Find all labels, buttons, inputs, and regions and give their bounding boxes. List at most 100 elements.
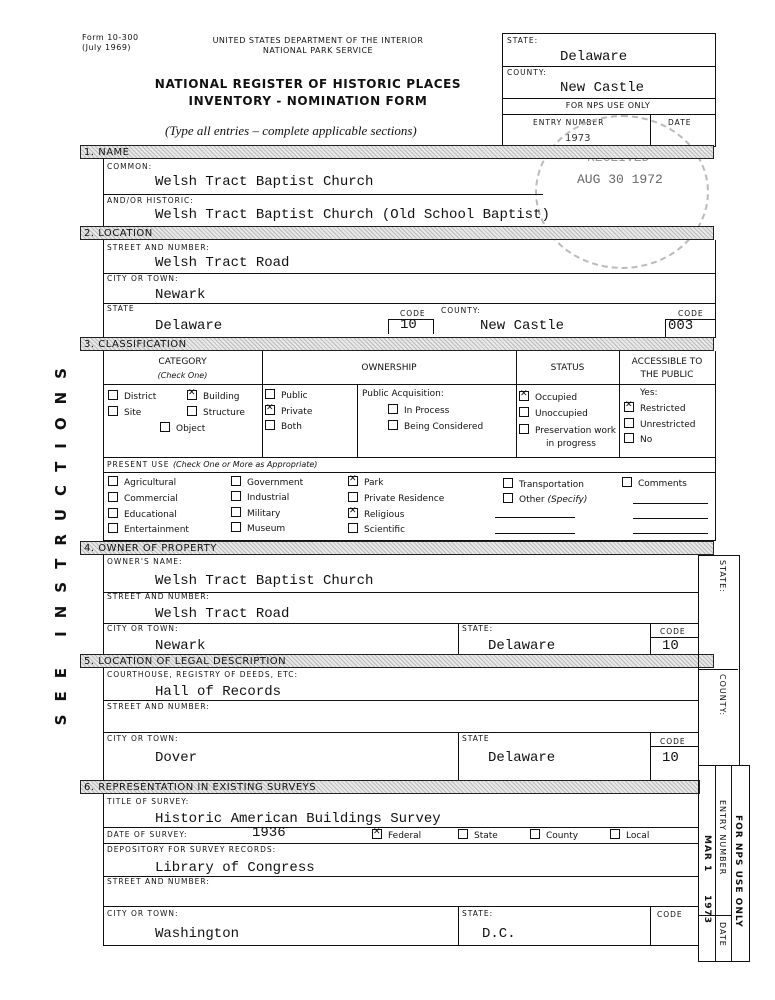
checkbox-private[interactable]: Private [265,403,312,417]
agency-heading: UNITED STATES DEPARTMENT OF THE INTERIOR… [212,36,424,55]
checkbox-icon[interactable] [519,424,529,434]
side-date-stamp: 1973 [702,895,712,925]
checkbox-icon[interactable] [187,406,197,416]
checkbox-icon[interactable] [160,422,170,432]
survey-title: Historic American Buildings Survey [155,811,441,827]
checkbox-local[interactable]: Local [610,829,649,841]
checkbox-icon[interactable] [108,476,118,486]
classification-table [103,351,716,541]
status-header: STATUS [550,363,585,373]
checkbox-being-considered[interactable]: Being Considered [388,420,483,432]
common-label: COMMON: [107,162,153,171]
checkbox-occupied[interactable]: Occupied [519,389,577,403]
checkbox-icon[interactable] [372,827,382,839]
state-value: Delaware [155,318,223,334]
checkbox-icon[interactable] [624,433,634,443]
depository-value: Library of Congress [155,860,315,876]
checkbox-county[interactable]: County [530,829,578,841]
checkbox-structure[interactable]: Structure [187,406,245,418]
checkbox-icon[interactable] [108,492,118,502]
checkbox-agricultural[interactable]: Agricultural [108,476,176,488]
checkbox-transportation[interactable]: Transportation [503,478,584,490]
checkbox-icon[interactable] [108,406,118,416]
checkbox-other[interactable]: Other (Specify) [503,493,587,505]
checkbox-icon[interactable] [458,829,468,839]
checkbox-icon[interactable] [348,492,358,502]
entry-number-label: ENTRY NUMBER [533,118,605,127]
checkbox-museum[interactable]: Museum [231,522,285,534]
checkbox-scientific[interactable]: Scientific [348,523,405,535]
checkbox-preservation-work[interactable]: Preservation work in progress [519,424,616,451]
checkbox-icon[interactable] [231,491,241,501]
checkbox-icon[interactable] [624,400,634,412]
checkbox-private-residence[interactable]: Private Residence [348,492,444,504]
checkbox-in-process[interactable]: In Process [388,404,449,416]
checkbox-icon[interactable] [519,407,529,417]
form-title: NATIONAL REGISTER OF HISTORIC PLACES INVE… [154,77,462,108]
checkbox-religious[interactable]: Religious [348,506,405,520]
yes-label: Yes: [640,388,658,398]
checkbox-icon[interactable] [622,477,632,487]
common-name: Welsh Tract Baptist Church [155,174,374,190]
checkbox-federal[interactable]: Federal [372,827,421,841]
checkbox-district[interactable]: District [108,390,156,402]
checkbox-public[interactable]: Public [265,389,308,401]
checkbox-restricted[interactable]: Restricted [624,400,686,414]
side-county-label: COUNTY: [718,674,727,717]
checkbox-unrestricted[interactable]: Unrestricted [624,418,695,430]
checkbox-icon[interactable] [519,389,529,401]
checkbox-icon[interactable] [503,478,513,488]
checkbox-icon[interactable] [610,829,620,839]
owner-name-label: OWNER'S NAME: [107,557,183,566]
legal-state: Delaware [488,750,556,766]
code-label: CODE [400,309,426,318]
checkbox-icon[interactable] [231,476,241,486]
checkbox-military[interactable]: Military [231,507,280,519]
checkbox-building[interactable]: Building [187,388,240,402]
checkbox-icon[interactable] [348,474,358,486]
checkbox-icon[interactable] [231,507,241,517]
checkbox-entertainment[interactable]: Entertainment [108,523,189,535]
legal-city-label: CITY OR TOWN: [107,734,179,743]
checkbox-icon[interactable] [108,523,118,533]
checkbox-government[interactable]: Government [231,476,303,488]
street-label: STREET AND NUMBER: [107,243,210,252]
checkbox-icon[interactable] [231,522,241,532]
checkbox-educational[interactable]: Educational [108,508,177,520]
checkbox-icon[interactable] [265,389,275,399]
checkbox-site[interactable]: Site [108,406,141,418]
county-code-box [665,319,715,337]
side-date-label: DATE [718,922,727,947]
state-label: STATE: [507,36,539,45]
checkbox-comments[interactable]: Comments [622,477,687,489]
owner-code-label: CODE [660,627,686,636]
checkbox-park[interactable]: Park [348,474,383,488]
checkbox-icon[interactable] [388,420,398,430]
checkbox-industrial[interactable]: Industrial [231,491,289,503]
checkbox-commercial[interactable]: Commercial [108,492,178,504]
checkbox-icon[interactable] [348,506,358,518]
side-nps-label: FOR NPS USE ONLY [733,815,743,928]
courthouse-label: COURTHOUSE, REGISTRY OF DEEDS, ETC: [107,670,298,679]
accessible-header: ACCESSIBLE TO THE PUBLIC [631,357,703,380]
checkbox-icon[interactable] [530,829,540,839]
checkbox-unoccupied[interactable]: Unoccupied [519,407,588,419]
legal-state-label: STATE [462,734,490,743]
checkbox-icon[interactable] [624,418,634,428]
checkbox-icon[interactable] [265,420,275,430]
checkbox-both[interactable]: Both [265,420,302,432]
checkbox-icon[interactable] [348,523,358,533]
checkbox-object[interactable]: Object [160,422,205,434]
present-use-label: PRESENT USE (Check One or More as Approp… [107,460,318,469]
checkbox-icon[interactable] [265,403,275,415]
checkbox-no[interactable]: No [624,433,652,445]
checkbox-icon[interactable] [108,508,118,518]
survey-date: 1936 [252,825,286,841]
checkbox-icon[interactable] [108,390,118,400]
checkbox-state[interactable]: State [458,829,498,841]
owner-code: 10 [662,638,679,654]
checkbox-icon[interactable] [388,404,398,414]
checkbox-icon[interactable] [503,493,513,503]
checkbox-icon[interactable] [187,388,197,400]
